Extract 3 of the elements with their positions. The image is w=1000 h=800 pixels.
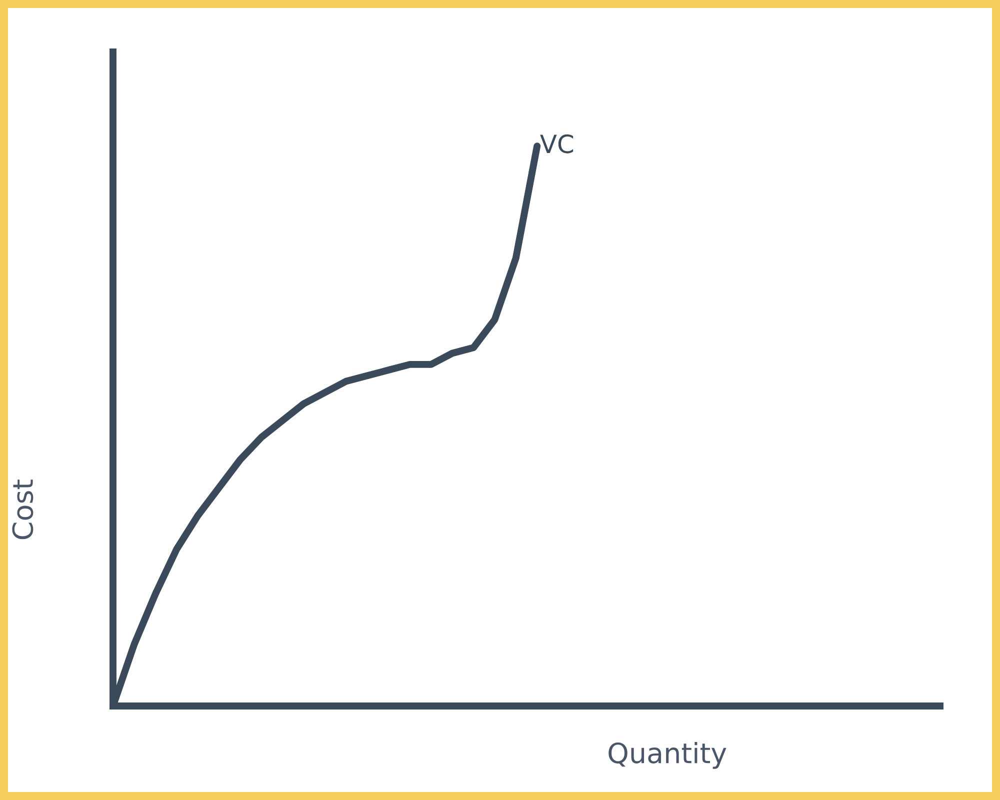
x-axis-title: Quantity (608, 742, 726, 769)
series-label: VC (540, 134, 574, 154)
y-axis-title: Cost (12, 480, 34, 540)
